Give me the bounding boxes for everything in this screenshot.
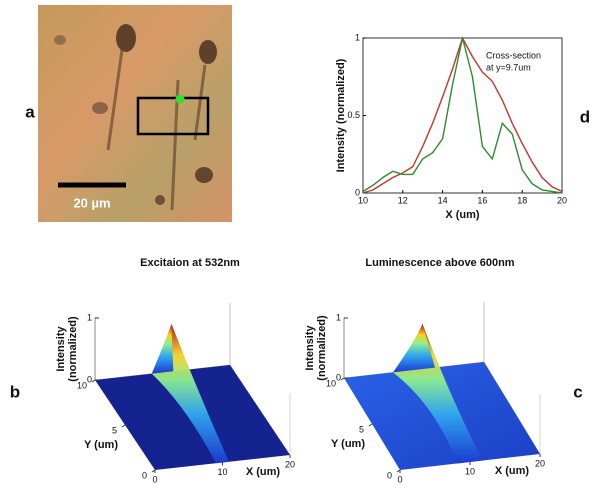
y-axis-label: Intensity (normalized) bbox=[335, 58, 347, 172]
y-tick bbox=[369, 424, 372, 426]
y-tick-label: 1 bbox=[355, 32, 360, 42]
panel-label: b bbox=[10, 382, 20, 401]
y-tick bbox=[122, 425, 125, 427]
z-tick-label: 0 bbox=[336, 372, 341, 382]
z-tick-label: 0 bbox=[87, 374, 92, 384]
y-tick-label: 0.5 bbox=[347, 110, 360, 120]
page: 20 µm a b c d 10121416182000.51X (um)Int… bbox=[0, 0, 592, 504]
y-tick-label: 0 bbox=[387, 470, 392, 480]
x-tick-label: 18 bbox=[517, 195, 527, 205]
y-axis-label: Y (um) bbox=[331, 438, 365, 450]
panel-label: c bbox=[573, 382, 582, 401]
series-line bbox=[363, 38, 562, 193]
y-tick-label: 0 bbox=[142, 470, 147, 480]
z-axis-label: (normalized) bbox=[316, 315, 328, 381]
micrograph: 20 µm bbox=[38, 5, 232, 222]
panel-label: a bbox=[25, 102, 35, 121]
z-axis-label: (normalized) bbox=[67, 316, 79, 382]
x-tick-label: 0 bbox=[152, 474, 157, 484]
x-axis-label: X (um) bbox=[445, 209, 480, 221]
x-tick-label: 10 bbox=[465, 466, 475, 476]
x-tick-label: 16 bbox=[477, 195, 487, 205]
y-tick bbox=[341, 378, 344, 380]
x-tick-label: 14 bbox=[438, 195, 448, 205]
scale-bar-label: 20 µm bbox=[73, 195, 110, 210]
z-tick-label: 1 bbox=[336, 312, 341, 322]
y-axis-label: Y (um) bbox=[84, 439, 118, 451]
x-axis-label: X (um) bbox=[495, 465, 530, 477]
y-tick-label: 5 bbox=[112, 425, 117, 435]
surface-title: Luminescence above 600nm bbox=[365, 257, 514, 269]
plot-area bbox=[363, 38, 562, 193]
x-tick-label: 20 bbox=[557, 195, 567, 205]
x-axis-label: X (um) bbox=[246, 466, 281, 478]
x-tick-label: 0 bbox=[397, 474, 402, 484]
x-tick-label: 10 bbox=[217, 467, 227, 477]
surface-ridge bbox=[152, 324, 174, 374]
series-line bbox=[363, 38, 562, 193]
y-tick-label: 0 bbox=[355, 187, 360, 197]
surface-title: Excitaion at 532nm bbox=[140, 257, 240, 269]
z-axis-label: Intensity bbox=[304, 325, 316, 371]
annotation: at y=9.7um bbox=[486, 62, 531, 72]
surface-ridge bbox=[393, 324, 435, 373]
x-tick-label: 12 bbox=[398, 195, 408, 205]
y-tick-label: 5 bbox=[359, 424, 364, 434]
y-tick bbox=[92, 380, 95, 382]
z-axis-label: Intensity bbox=[55, 326, 67, 372]
x-tick-label: 20 bbox=[285, 459, 295, 469]
annotation: Cross-section bbox=[486, 50, 541, 60]
z-tick-label: 1 bbox=[87, 312, 92, 322]
panel-label: d bbox=[580, 107, 590, 126]
x-tick-label: 20 bbox=[535, 458, 545, 468]
figure: 20 µm a b c d 10121416182000.51X (um)Int… bbox=[0, 0, 592, 504]
